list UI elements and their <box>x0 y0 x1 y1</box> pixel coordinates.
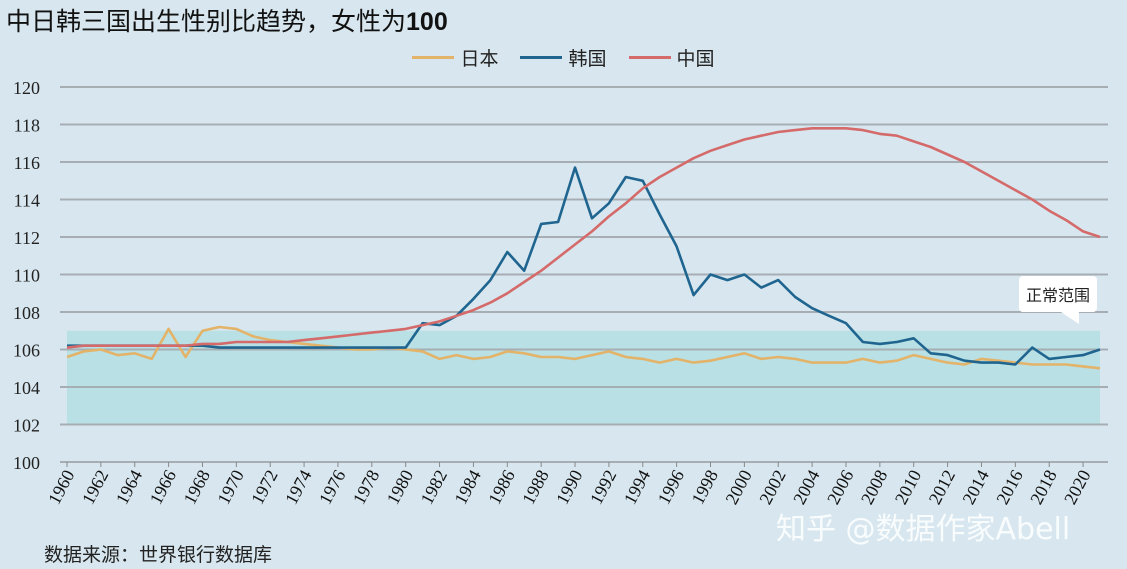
x-tick-label: 1962 <box>78 466 113 507</box>
title-number: 100 <box>406 8 448 36</box>
x-tick-label: 2014 <box>958 466 993 507</box>
x-tick-label: 1984 <box>450 466 485 507</box>
x-tick-label: 1968 <box>179 466 214 507</box>
x-tick-label: 1972 <box>247 466 282 507</box>
x-tick-label: 2006 <box>823 466 858 507</box>
x-tick-label: 1988 <box>518 466 553 507</box>
x-tick-label: 1966 <box>146 466 181 507</box>
x-tick-label: 2008 <box>857 466 892 507</box>
series-line-korea <box>67 166 1101 366</box>
legend-swatch <box>628 56 671 59</box>
y-tick-label: 120 <box>13 78 40 98</box>
y-tick-label: 108 <box>13 303 40 323</box>
y-tick-label: 106 <box>13 341 40 361</box>
x-tick-label: 2020 <box>1060 466 1095 507</box>
y-tick-label: 110 <box>14 266 40 286</box>
x-tick-label: 1960 <box>44 466 79 507</box>
y-tick-label: 104 <box>13 378 40 398</box>
legend-label: 日本 <box>460 48 499 70</box>
legend-item-japan: 日本 <box>412 44 498 71</box>
legend: 日本 韩国 中国 <box>0 44 1127 71</box>
normal-range-callout: 正常范围 <box>1019 276 1098 324</box>
x-tick-label: 2010 <box>891 466 926 507</box>
x-tick-label: 1978 <box>349 466 384 507</box>
y-tick-label: 114 <box>14 191 40 211</box>
x-tick-label: 1990 <box>552 466 587 507</box>
x-tick-label: 1994 <box>620 466 655 507</box>
legend-swatch <box>412 56 455 59</box>
x-tick-label: 2002 <box>755 466 790 507</box>
x-tick-label: 1996 <box>654 466 689 507</box>
x-tick-label: 1970 <box>213 466 248 507</box>
title-text: 中日韩三国出生性别比趋势，女性为 <box>6 7 407 36</box>
x-tick-label: 1998 <box>687 466 722 507</box>
x-tick-label: 2000 <box>721 466 756 507</box>
y-tick-label: 116 <box>14 153 40 173</box>
x-tick-label: 1964 <box>112 466 147 507</box>
legend-item-korea: 韩国 <box>520 44 607 71</box>
y-tick-label: 102 <box>13 416 40 436</box>
y-tick-label: 118 <box>14 116 40 136</box>
x-tick-label: 1980 <box>383 466 418 507</box>
x-tick-label: 1974 <box>281 466 316 507</box>
watermark: 知乎 @数据作家Abell <box>776 512 1071 547</box>
y-tick-label: 100 <box>13 453 40 473</box>
y-tick-label: 112 <box>14 228 40 248</box>
source-note: 数据来源：世界银行数据库 <box>44 544 273 566</box>
series-line-china <box>66 127 1101 349</box>
x-tick-label: 1992 <box>586 466 621 507</box>
x-tick-label: 2018 <box>1026 466 1061 507</box>
series-line-japan <box>66 325 1101 370</box>
chart-title: 中日韩三国出生性别比趋势，女性为100 <box>6 2 448 38</box>
x-tick-label: 2004 <box>789 466 824 507</box>
x-tick-label: 2016 <box>992 466 1027 507</box>
legend-item-china: 中国 <box>628 44 715 71</box>
x-tick-label: 1976 <box>315 466 350 507</box>
legend-swatch <box>520 56 563 59</box>
legend-label: 中国 <box>676 48 715 70</box>
legend-label: 韩国 <box>568 48 607 70</box>
x-tick-label: 1982 <box>417 466 452 507</box>
x-tick-label: 1986 <box>484 466 519 507</box>
x-tick-label: 2012 <box>925 466 960 507</box>
